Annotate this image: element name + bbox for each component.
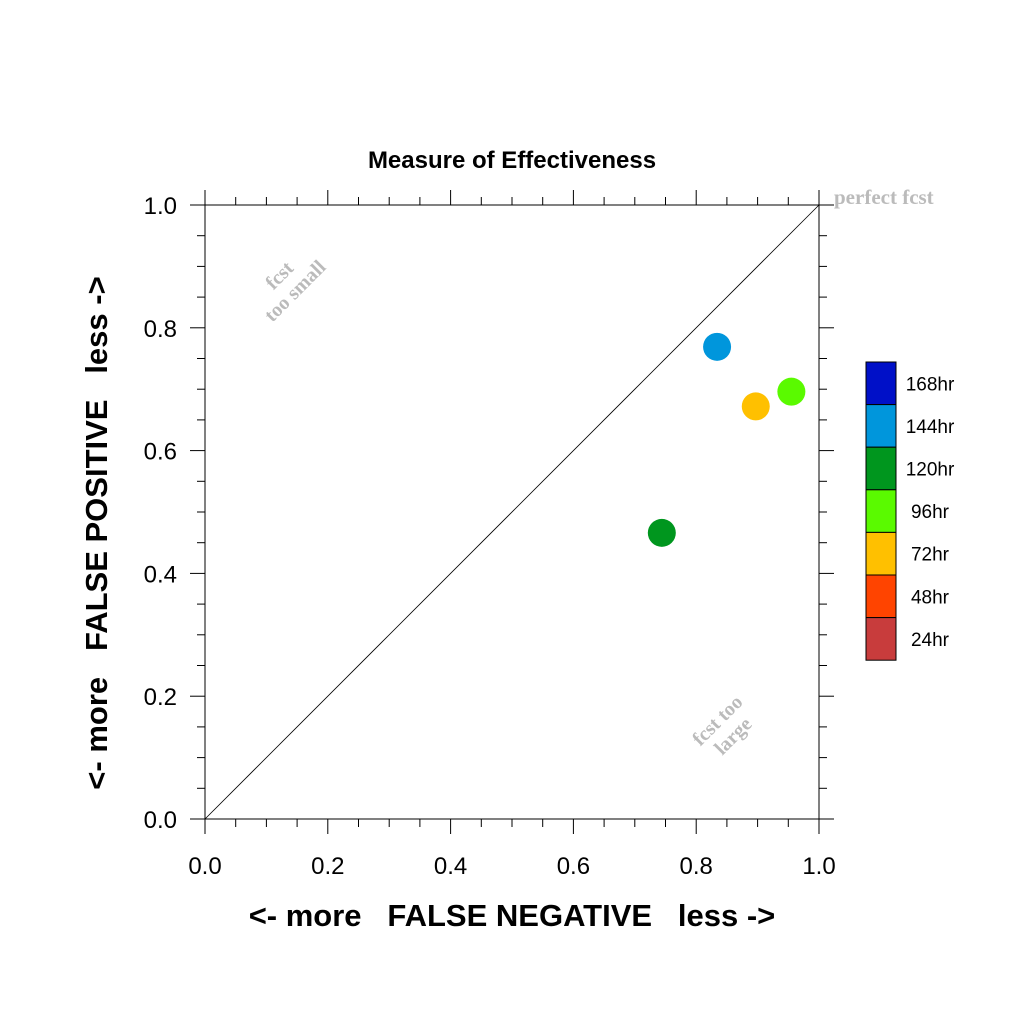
x-tick-label: 0.4 — [434, 853, 467, 880]
legend-swatch-96hr — [865, 489, 897, 533]
annotation-fcst-too-small: fcsttoo small — [245, 240, 331, 326]
point-72hr — [741, 392, 770, 421]
data-points — [647, 332, 806, 547]
x-tick-label: 0.6 — [557, 853, 590, 880]
x-tick-label: 0.8 — [680, 853, 713, 880]
diagonal-reference-line — [204, 204, 820, 820]
y-tick-label: 1.0 — [144, 193, 177, 220]
legend-swatch-48hr — [865, 574, 897, 619]
y-tick-label: 0.4 — [144, 561, 177, 588]
y-tick-label: 0.0 — [144, 807, 177, 834]
y-tick-label: 0.2 — [144, 684, 177, 711]
axis-ticks — [190, 190, 834, 834]
legend-label: 96hr — [911, 502, 950, 523]
legend-swatch-72hr — [865, 531, 897, 576]
legend-swatch-24hr — [865, 617, 897, 661]
legend-label: 168hr — [906, 374, 955, 395]
x-axis-label: <- more FALSE NEGATIVE less -> — [249, 898, 776, 933]
point-144hr — [703, 332, 732, 361]
legend-label: 120hr — [906, 460, 955, 481]
annotation-fcst-too-large: fcst toolarge — [688, 691, 763, 766]
legend-swatch-144hr — [865, 404, 897, 448]
y-tick-labels: 0.0 0.2 0.4 0.6 0.8 1.0 — [144, 193, 177, 834]
x-tick-label: 0.0 — [188, 853, 221, 880]
x-tick-labels: 0.0 0.2 0.4 0.6 0.8 1.0 — [188, 853, 835, 880]
chart-title: Measure of Effectiveness — [368, 147, 656, 174]
legend-swatch-120hr — [865, 446, 897, 491]
legend: 168hr 144hr 120hr 96hr 72hr 48hr 24hr — [865, 361, 955, 661]
x-tick-label: 1.0 — [802, 853, 835, 880]
y-axis-label: <- more FALSE POSITIVE less -> — [79, 276, 114, 789]
legend-label: 144hr — [906, 417, 955, 438]
point-96hr — [777, 377, 806, 406]
x-tick-label: 0.2 — [311, 853, 344, 880]
legend-label: 48hr — [911, 587, 950, 608]
annotation-perfect-fcst: perfect fcst — [834, 185, 934, 209]
y-tick-label: 0.6 — [144, 439, 177, 466]
legend-label: 24hr — [911, 630, 950, 651]
point-120hr — [647, 518, 676, 547]
legend-swatch-168hr — [865, 361, 897, 406]
legend-label: 72hr — [911, 545, 950, 566]
y-tick-label: 0.8 — [144, 316, 177, 343]
